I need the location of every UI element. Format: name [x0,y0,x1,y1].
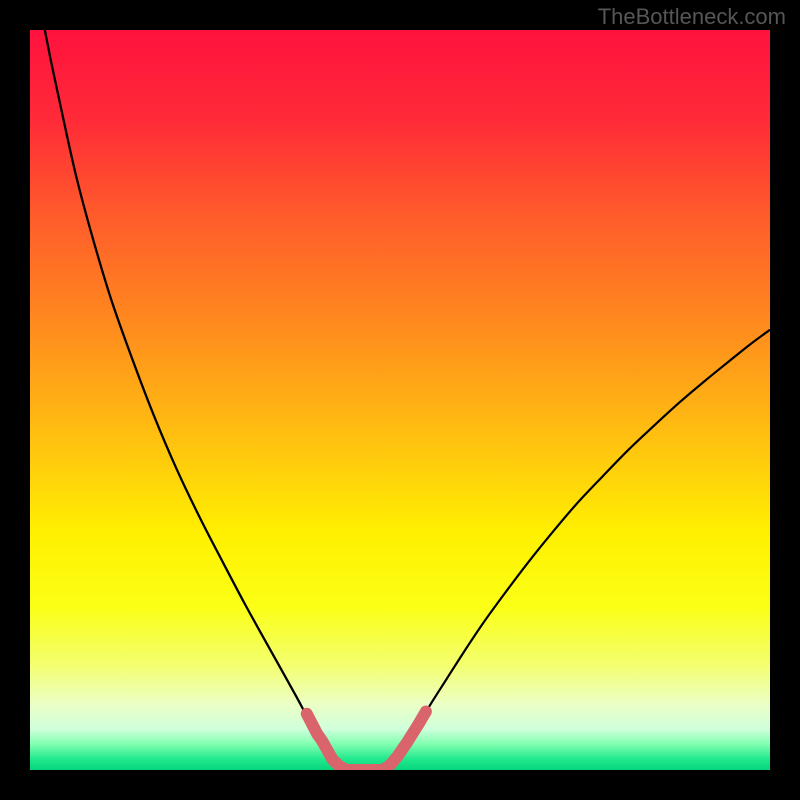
series-right-curve-markers [383,712,426,770]
watermark-text: TheBottleneck.com [598,4,786,30]
series-left-curve-black [45,30,347,770]
plot-area [30,30,770,770]
series-left-curve-markers [307,714,347,770]
curve-layer [30,30,770,770]
chart-container: TheBottleneck.com [0,0,800,800]
series-right-curve-black [383,330,770,770]
